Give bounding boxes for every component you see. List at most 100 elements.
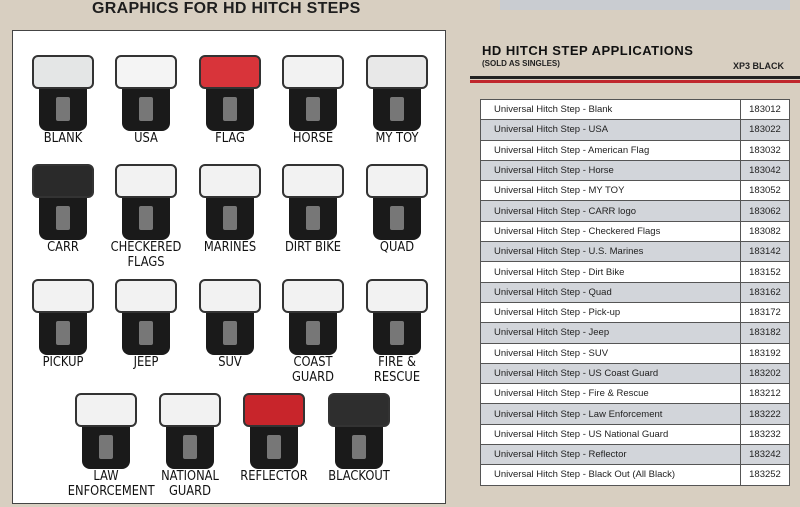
description: Universal Hitch Step - Black Out (All Bl… (480, 464, 741, 486)
part-number: 183152 (740, 261, 790, 283)
step-body (206, 87, 254, 131)
step-face (366, 279, 428, 313)
step-body (39, 311, 87, 355)
table-row: Universal Hitch Step - Fire & Rescue 1832… (480, 383, 790, 405)
part-number: 183192 (740, 342, 790, 364)
graphics-title: GRAPHICS FOR HD HITCH STEPS (92, 0, 361, 17)
description: Universal Hitch Step - Checkered Flags (480, 220, 741, 243)
step-body (335, 425, 383, 469)
step-body (289, 196, 337, 240)
step-face (75, 393, 137, 427)
graphic-label: USA (134, 130, 158, 146)
description: Universal Hitch Step - Blank (480, 98, 741, 121)
description: Universal Hitch Step - Quad (480, 281, 741, 303)
graphic-label: NATIONAL GUARD (161, 468, 219, 499)
step-face (32, 55, 94, 89)
description: Universal Hitch Step - SUV (480, 342, 741, 364)
table-row: Universal Hitch Step - US Coast Guard 183… (480, 362, 790, 385)
part-number: 183252 (740, 464, 790, 486)
graphic-label: MARINES (203, 239, 257, 255)
table-row: Universal Hitch Step - Black Out (All Bl… (480, 464, 790, 486)
description: Universal Hitch Step - MY TOY (480, 180, 741, 202)
table-row: Universal Hitch Step - Blank 183012 (480, 98, 790, 121)
table-row: Universal Hitch Step - MY TOY 183052 (480, 180, 790, 202)
part-number: 183032 (740, 139, 790, 161)
step-body (122, 196, 170, 240)
description: Universal Hitch Step - Fire & Rescue (480, 383, 741, 405)
description: Universal Hitch Step - Law Enforcement (480, 403, 741, 425)
graphic-label: BLACKOUT (328, 468, 390, 484)
step-body (373, 196, 421, 240)
step-body (122, 87, 170, 131)
graphic-label: COAST GUARD (292, 354, 334, 385)
part-number: 183082 (740, 220, 790, 243)
graphic-label: SUV (218, 354, 242, 370)
description: Universal Hitch Step - American Flag (480, 139, 741, 161)
part-number: 183162 (740, 281, 790, 303)
description: Universal Hitch Step - CARR logo (480, 200, 741, 222)
table-row: Universal Hitch Step - Horse 183042 (480, 159, 790, 182)
step-face (32, 279, 94, 313)
step-face (199, 279, 261, 313)
part-number: 183012 (740, 98, 790, 121)
graphic-label: JEEP (133, 354, 159, 370)
graphic-label: FLAG (215, 130, 245, 146)
table-row: Universal Hitch Step - US National Guard… (480, 423, 790, 446)
part-number: 183172 (740, 301, 790, 324)
part-number: 183042 (740, 159, 790, 182)
description: Universal Hitch Step - USA (480, 119, 741, 141)
step-body (166, 425, 214, 469)
graphic-label: PICKUP (42, 354, 84, 370)
table-row: Universal Hitch Step - Law Enforcement 18… (480, 403, 790, 425)
step-face (282, 55, 344, 89)
step-body (122, 311, 170, 355)
table-row: Universal Hitch Step - SUV 183192 (480, 342, 790, 364)
description: Universal Hitch Step - Jeep (480, 322, 741, 344)
applications-table: Universal Hitch Step - Blank 183012 Univer… (480, 98, 790, 486)
description: Universal Hitch Step - U.S. Marines (480, 241, 741, 263)
part-number: 183202 (740, 362, 790, 385)
rule (470, 80, 800, 83)
column-heading: XP3 BLACK (732, 61, 784, 71)
table-row: Universal Hitch Step - Pick-up 183172 (480, 301, 790, 324)
description: Universal Hitch Step - US Coast Guard (480, 362, 741, 385)
step-body (39, 87, 87, 131)
step-face (199, 55, 261, 89)
graphic-label: BLANK (43, 130, 83, 146)
applications-subtitle: (SOLD AS SINGLES) (482, 59, 560, 68)
step-face (366, 164, 428, 198)
step-body (39, 196, 87, 240)
table-row: Universal Hitch Step - American Flag 1830… (480, 139, 790, 161)
description: Universal Hitch Step - Horse (480, 159, 741, 182)
graphic-label: LAW ENFORCEMENT (67, 468, 155, 499)
graphics-panel: BLANK USA FLAG HORSE MY TOY CARR CHECKERED FLA… (12, 30, 446, 504)
step-face (328, 393, 390, 427)
table-row: Universal Hitch Step - Dirt Bike 183152 (480, 261, 790, 283)
part-number: 183022 (740, 119, 790, 141)
step-body (82, 425, 130, 469)
description: Universal Hitch Step - Pick-up (480, 301, 741, 324)
table-row: Universal Hitch Step - USA 183022 (480, 119, 790, 141)
part-number: 183242 (740, 444, 790, 466)
table-row: Universal Hitch Step - Checkered Flags 18… (480, 220, 790, 243)
step-body (373, 87, 421, 131)
table-row: Universal Hitch Step - CARR logo 183062 (480, 200, 790, 222)
graphic-label: CARR (47, 239, 79, 255)
description: Universal Hitch Step - Dirt Bike (480, 261, 741, 283)
step-face (115, 55, 177, 89)
table-row: Universal Hitch Step - Reflector 183242 (480, 444, 790, 466)
step-face (115, 164, 177, 198)
part-number: 183222 (740, 403, 790, 425)
step-face (282, 164, 344, 198)
step-face (366, 55, 428, 89)
part-number: 183182 (740, 322, 790, 344)
step-body (206, 196, 254, 240)
graphic-label: CHECKERED FLAGS (110, 239, 182, 270)
step-body (289, 311, 337, 355)
description: Universal Hitch Step - US National Guard (480, 423, 741, 446)
part-number: 183212 (740, 383, 790, 405)
part-number: 183062 (740, 200, 790, 222)
graphic-label: HORSE (292, 130, 334, 146)
table-row: Universal Hitch Step - Jeep 183182 (480, 322, 790, 344)
